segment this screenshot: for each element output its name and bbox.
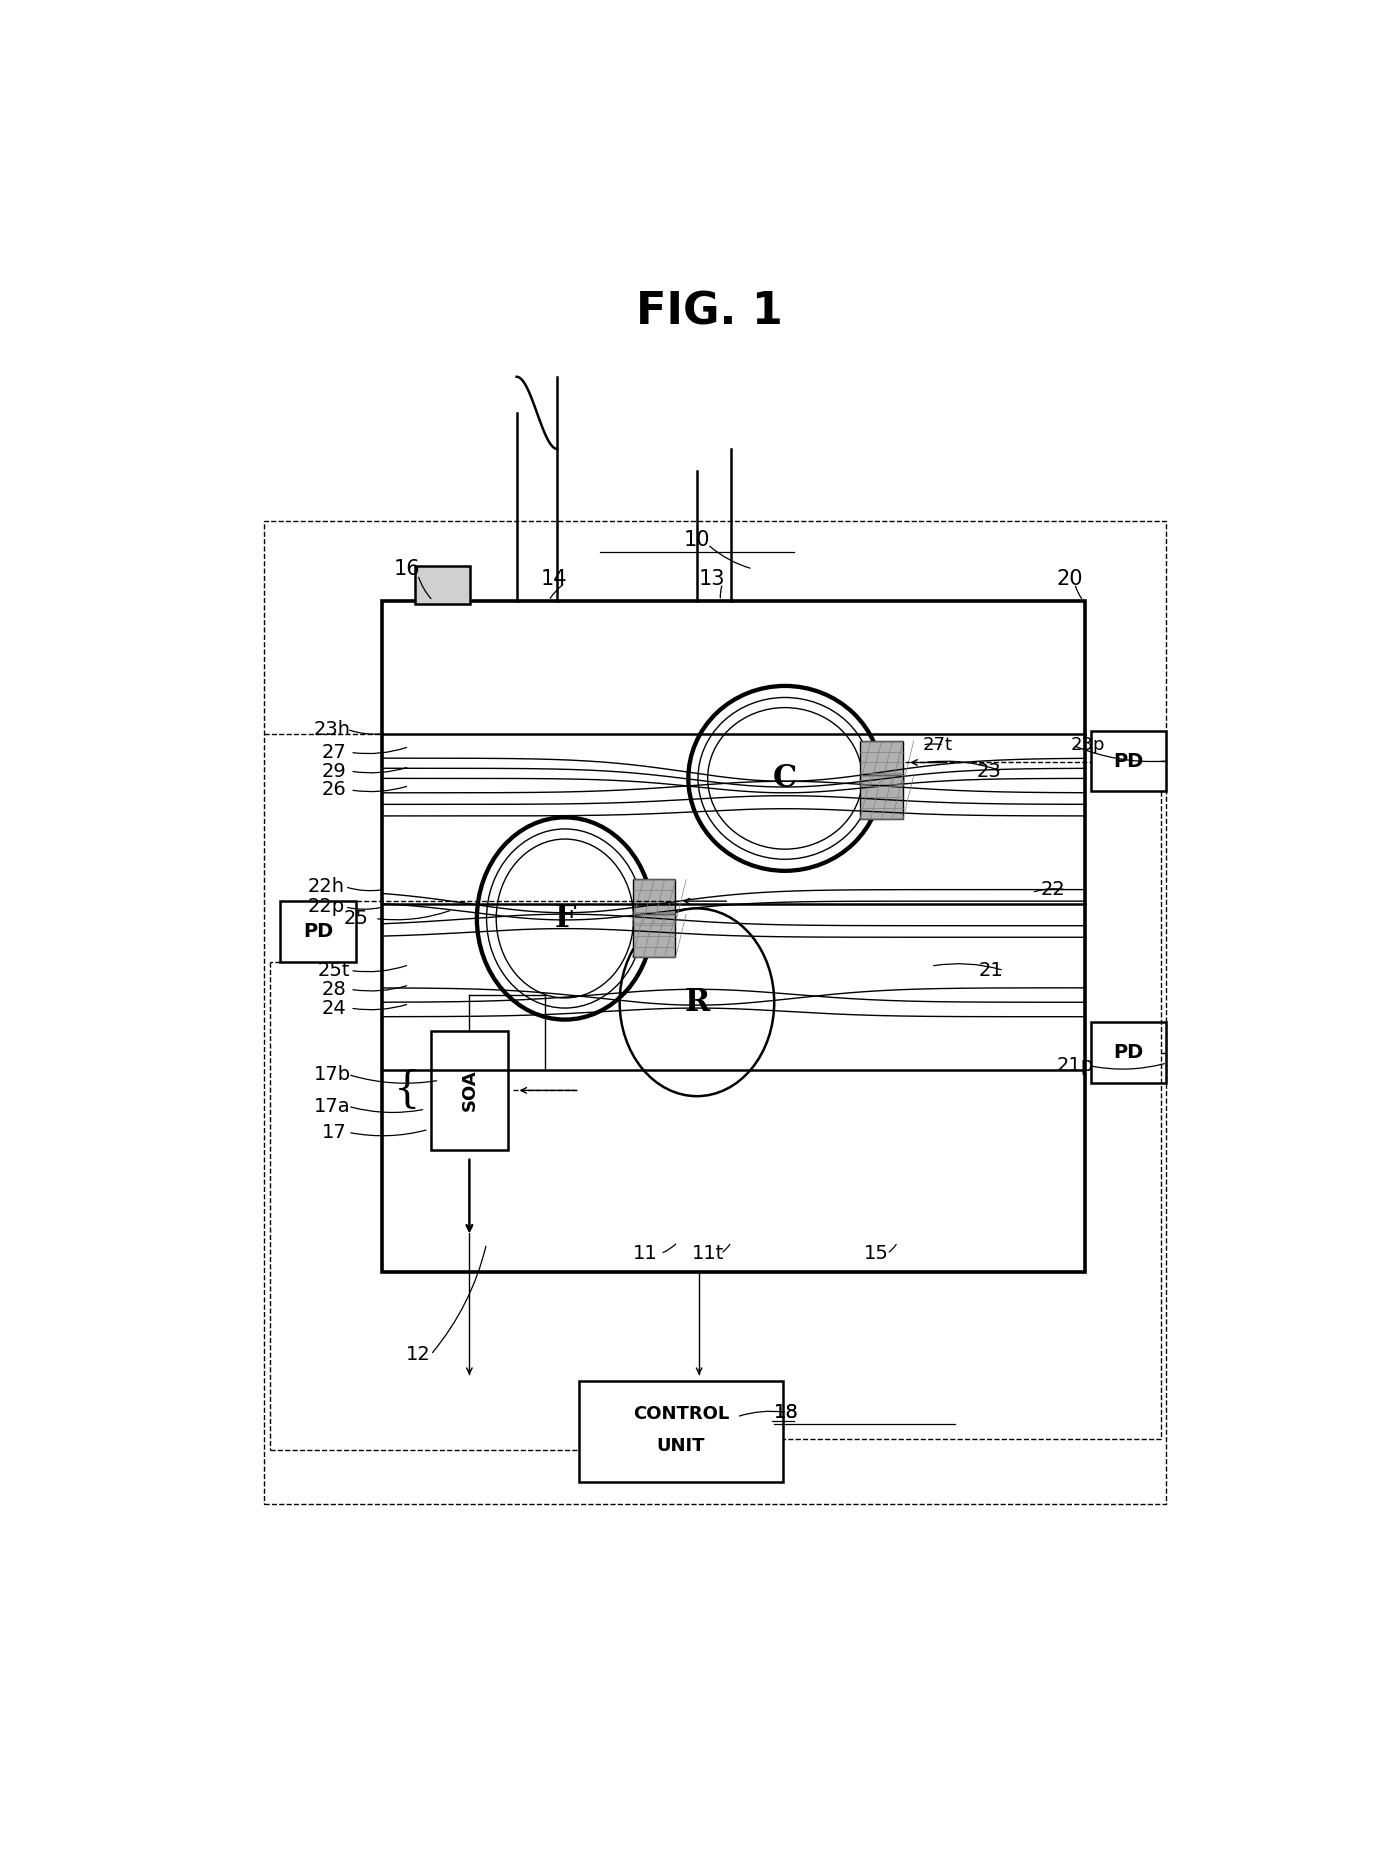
Text: 21: 21 (979, 961, 1003, 979)
Text: CONTROL: CONTROL (633, 1405, 729, 1424)
Text: 18: 18 (774, 1403, 799, 1422)
Text: F: F (554, 902, 576, 934)
Bar (1091, 732, 1166, 792)
Bar (1091, 1022, 1166, 1082)
Text: 27: 27 (321, 743, 346, 762)
Bar (280, 900, 356, 962)
Text: 25: 25 (343, 910, 368, 929)
Text: 11t: 11t (691, 1244, 724, 1263)
Text: 10: 10 (684, 531, 711, 550)
Text: 22: 22 (1042, 880, 1065, 899)
Text: 13: 13 (698, 568, 726, 589)
Bar (860, 775, 903, 818)
Text: 22p: 22p (307, 897, 345, 917)
Text: 16: 16 (393, 559, 421, 580)
Bar (860, 741, 903, 784)
Text: 27t: 27t (922, 735, 953, 754)
Text: 17a: 17a (313, 1097, 350, 1116)
Text: 11: 11 (633, 1244, 658, 1263)
Text: 25t: 25t (319, 961, 350, 979)
Text: PD: PD (1114, 752, 1144, 771)
Text: 20: 20 (1057, 568, 1083, 589)
Text: 29: 29 (321, 762, 346, 780)
Text: UNIT: UNIT (656, 1437, 705, 1454)
Text: 24: 24 (321, 998, 346, 1017)
Text: 17b: 17b (313, 1066, 350, 1084)
Bar (633, 914, 676, 957)
Bar (382, 600, 1086, 1272)
Bar (431, 1032, 508, 1150)
Text: {: { (393, 1069, 421, 1111)
Text: 12: 12 (406, 1345, 431, 1364)
Text: FIG. 1: FIG. 1 (636, 291, 784, 334)
Text: 23h: 23h (313, 720, 350, 739)
Text: PD: PD (303, 921, 334, 942)
Text: 22h: 22h (307, 878, 345, 897)
Text: C: C (773, 764, 798, 794)
Text: 28: 28 (321, 979, 346, 998)
Bar (579, 1381, 783, 1482)
Text: 21p: 21p (1057, 1056, 1093, 1075)
Bar (633, 880, 676, 923)
Text: PD: PD (1114, 1043, 1144, 1062)
Text: 14: 14 (542, 568, 568, 589)
Text: SOA: SOA (460, 1069, 478, 1111)
Text: 26: 26 (321, 780, 346, 799)
Text: 18: 18 (774, 1403, 799, 1422)
Bar (414, 567, 471, 604)
Text: 23p: 23p (1071, 735, 1105, 754)
Text: 15: 15 (864, 1244, 889, 1263)
Text: 17: 17 (321, 1122, 346, 1142)
Bar (265, 522, 1166, 1503)
Text: R: R (684, 987, 709, 1019)
Text: 23: 23 (976, 762, 1001, 780)
